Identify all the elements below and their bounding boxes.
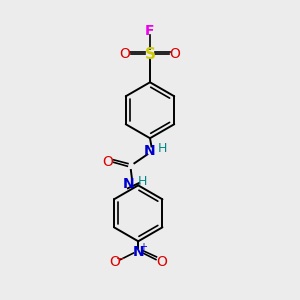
- Text: O: O: [169, 47, 181, 61]
- Text: −: −: [116, 254, 125, 264]
- Text: N: N: [132, 244, 144, 259]
- Text: H: H: [158, 142, 167, 155]
- Text: O: O: [109, 256, 120, 269]
- Text: N: N: [143, 144, 155, 158]
- Text: S: S: [145, 47, 155, 62]
- Text: F: F: [145, 24, 155, 38]
- Text: N: N: [123, 177, 134, 191]
- Text: O: O: [102, 155, 113, 170]
- Text: +: +: [140, 242, 148, 252]
- Text: O: O: [119, 47, 130, 61]
- Text: H: H: [137, 175, 147, 188]
- Text: O: O: [156, 256, 167, 269]
